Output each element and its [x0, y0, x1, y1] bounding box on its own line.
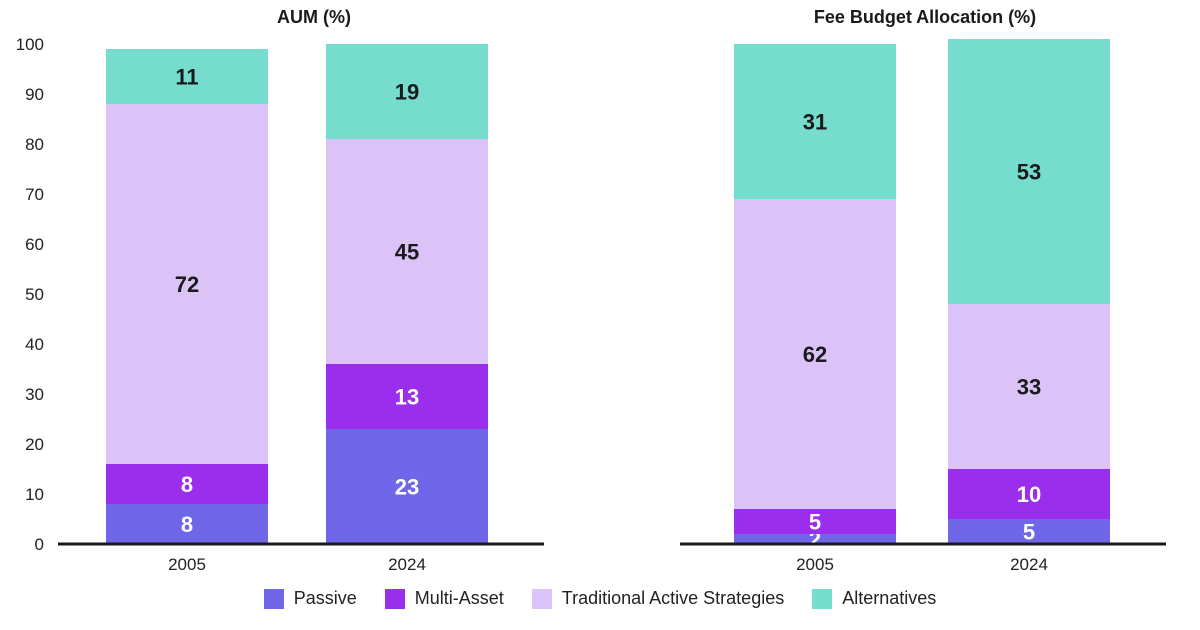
aum-y-tick-10: 10 — [25, 485, 44, 504]
aum-data-label-2024-multi-asset: 13 — [395, 385, 419, 410]
aum-bar-2024-passive — [326, 429, 488, 544]
aum-y-tick-90: 90 — [25, 85, 44, 104]
aum-data-label-2024-traditional-active-strategies: 45 — [395, 240, 419, 265]
legend-label-multi-asset: Multi-Asset — [414, 588, 504, 608]
aum-data-label-2024-alternatives: 19 — [395, 80, 419, 105]
fee-data-label-2005-alternatives: 31 — [803, 110, 827, 135]
aum-data-label-2005-passive: 8 — [181, 512, 193, 537]
fee-chart-title: Fee Budget Allocation (%) — [814, 7, 1036, 27]
fee-bar-2005-passive — [734, 534, 896, 544]
aum-y-tick-100: 100 — [16, 35, 44, 54]
fee-bar-2024-multi-asset — [948, 469, 1110, 519]
aum-x-tick-2005: 2005 — [168, 555, 206, 574]
aum-y-tick-70: 70 — [25, 185, 44, 204]
fee-bar-2024-alternatives — [948, 39, 1110, 304]
legend-swatch-alternatives — [812, 588, 833, 609]
aum-data-label-2005-alternatives: 11 — [175, 65, 198, 90]
aum-bar-2005-passive — [106, 504, 268, 544]
legend-item-traditional-active: Traditional Active Strategies — [531, 588, 785, 609]
legend-label-passive: Passive — [293, 588, 357, 608]
aum-bar-2005-alternatives — [106, 49, 268, 104]
fee-data-label-2024-traditional-active-strategies: 33 — [1017, 375, 1041, 400]
legend-item-multi-asset: Multi-Asset — [384, 588, 504, 609]
legend-swatch-passive — [263, 588, 284, 609]
aum-data-label-2005-multi-asset: 8 — [181, 472, 193, 497]
fee-data-label-2024-alternatives: 53 — [1017, 160, 1041, 185]
legend-label-alternatives: Alternatives — [842, 588, 937, 608]
aum-x-tick-2024: 2024 — [388, 555, 426, 574]
aum-bar-2024-multi-asset — [326, 364, 488, 429]
aum-bar-2024-alternatives — [326, 44, 488, 139]
fee-data-label-2005-traditional-active-strategies: 62 — [803, 342, 827, 367]
fee-data-label-2024-multi-asset: 10 — [1017, 482, 1041, 507]
legend-item-passive: Passive — [263, 588, 357, 609]
fee-bar-2024-traditional-active-strategies — [948, 304, 1110, 469]
fee-x-tick-2005: 2005 — [796, 555, 834, 574]
fee-bar-2005-alternatives — [734, 44, 896, 199]
aum-bar-2024-traditional-active-strategies — [326, 139, 488, 364]
legend-swatch-traditional-active — [531, 588, 552, 609]
fee-data-label-2024-passive: 5 — [1023, 520, 1035, 545]
aum-data-label-2005-traditional-active-strategies: 72 — [175, 272, 199, 297]
legend-item-alternatives: Alternatives — [812, 588, 936, 609]
aum-y-tick-80: 80 — [25, 135, 44, 154]
aum-data-label-2024-passive: 23 — [395, 475, 419, 500]
aum-y-tick-60: 60 — [25, 235, 44, 254]
aum-y-tick-20: 20 — [25, 435, 44, 454]
legend-swatch-multi-asset — [384, 588, 405, 609]
aum-y-tick-40: 40 — [25, 335, 44, 354]
fee-bar-2005-traditional-active-strategies — [734, 199, 896, 509]
fee-bar-2024-passive — [948, 519, 1110, 544]
aum-chart-title: AUM (%) — [277, 7, 351, 27]
aum-y-tick-30: 30 — [25, 385, 44, 404]
fee-x-tick-2024: 2024 — [1010, 555, 1048, 574]
fee-data-label-2005-multi-asset: 5 — [809, 510, 821, 535]
legend-label-traditional-active: Traditional Active Strategies — [561, 588, 785, 608]
aum-bar-2005-traditional-active-strategies — [106, 104, 268, 464]
aum-y-tick-0: 0 — [35, 535, 44, 554]
aum-bar-2005-multi-asset — [106, 464, 268, 504]
fee-bar-2005-multi-asset — [734, 509, 896, 534]
legend: Passive Multi-Asset Traditional Active S… — [0, 588, 1200, 609]
charts-svg: AUM (%) 0 10 20 30 40 50 60 70 80 90 100 8 8 72 11 2005 2… — [16, 7, 1166, 574]
aum-y-tick-50: 50 — [25, 285, 44, 304]
